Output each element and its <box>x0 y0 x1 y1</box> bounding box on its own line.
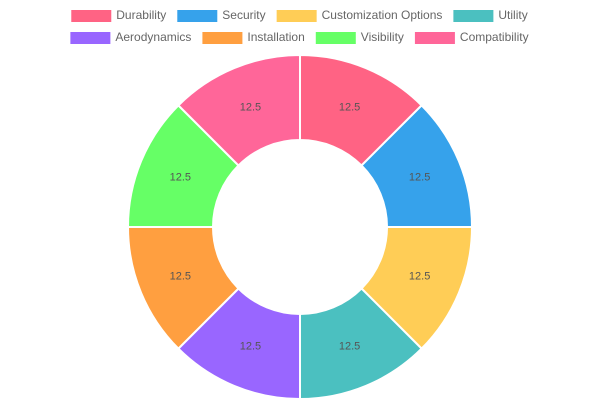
slice <box>176 53 301 167</box>
legend-label: Visibility <box>361 30 404 44</box>
data-label: 12.5 <box>170 171 191 183</box>
legend-label: Installation <box>247 30 304 44</box>
data-label: 12.5 <box>409 171 430 183</box>
legend-swatch <box>70 32 111 44</box>
legend-swatch <box>453 10 494 22</box>
data-label: 12.5 <box>240 101 261 113</box>
legend-label: Durability <box>116 8 166 22</box>
data-label: 12.5 <box>240 341 261 353</box>
data-label: 12.5 <box>409 270 430 282</box>
legend-swatch <box>202 32 243 44</box>
data-label: 12.5 <box>339 101 360 113</box>
legend-label: Aerodynamics <box>115 30 191 44</box>
legend-label: Compatibility <box>460 30 529 44</box>
legend-swatch <box>414 32 455 44</box>
legend-swatch <box>276 10 317 22</box>
legend-label: Utility <box>498 8 527 22</box>
legend-label: Customization Options <box>322 8 443 22</box>
legend-swatch <box>71 10 112 22</box>
data-label: 12.5 <box>170 270 191 282</box>
legend-swatch <box>315 32 356 44</box>
legend-swatch <box>177 10 218 22</box>
legend-label: Security <box>222 8 265 22</box>
data-label: 12.5 <box>339 341 360 353</box>
